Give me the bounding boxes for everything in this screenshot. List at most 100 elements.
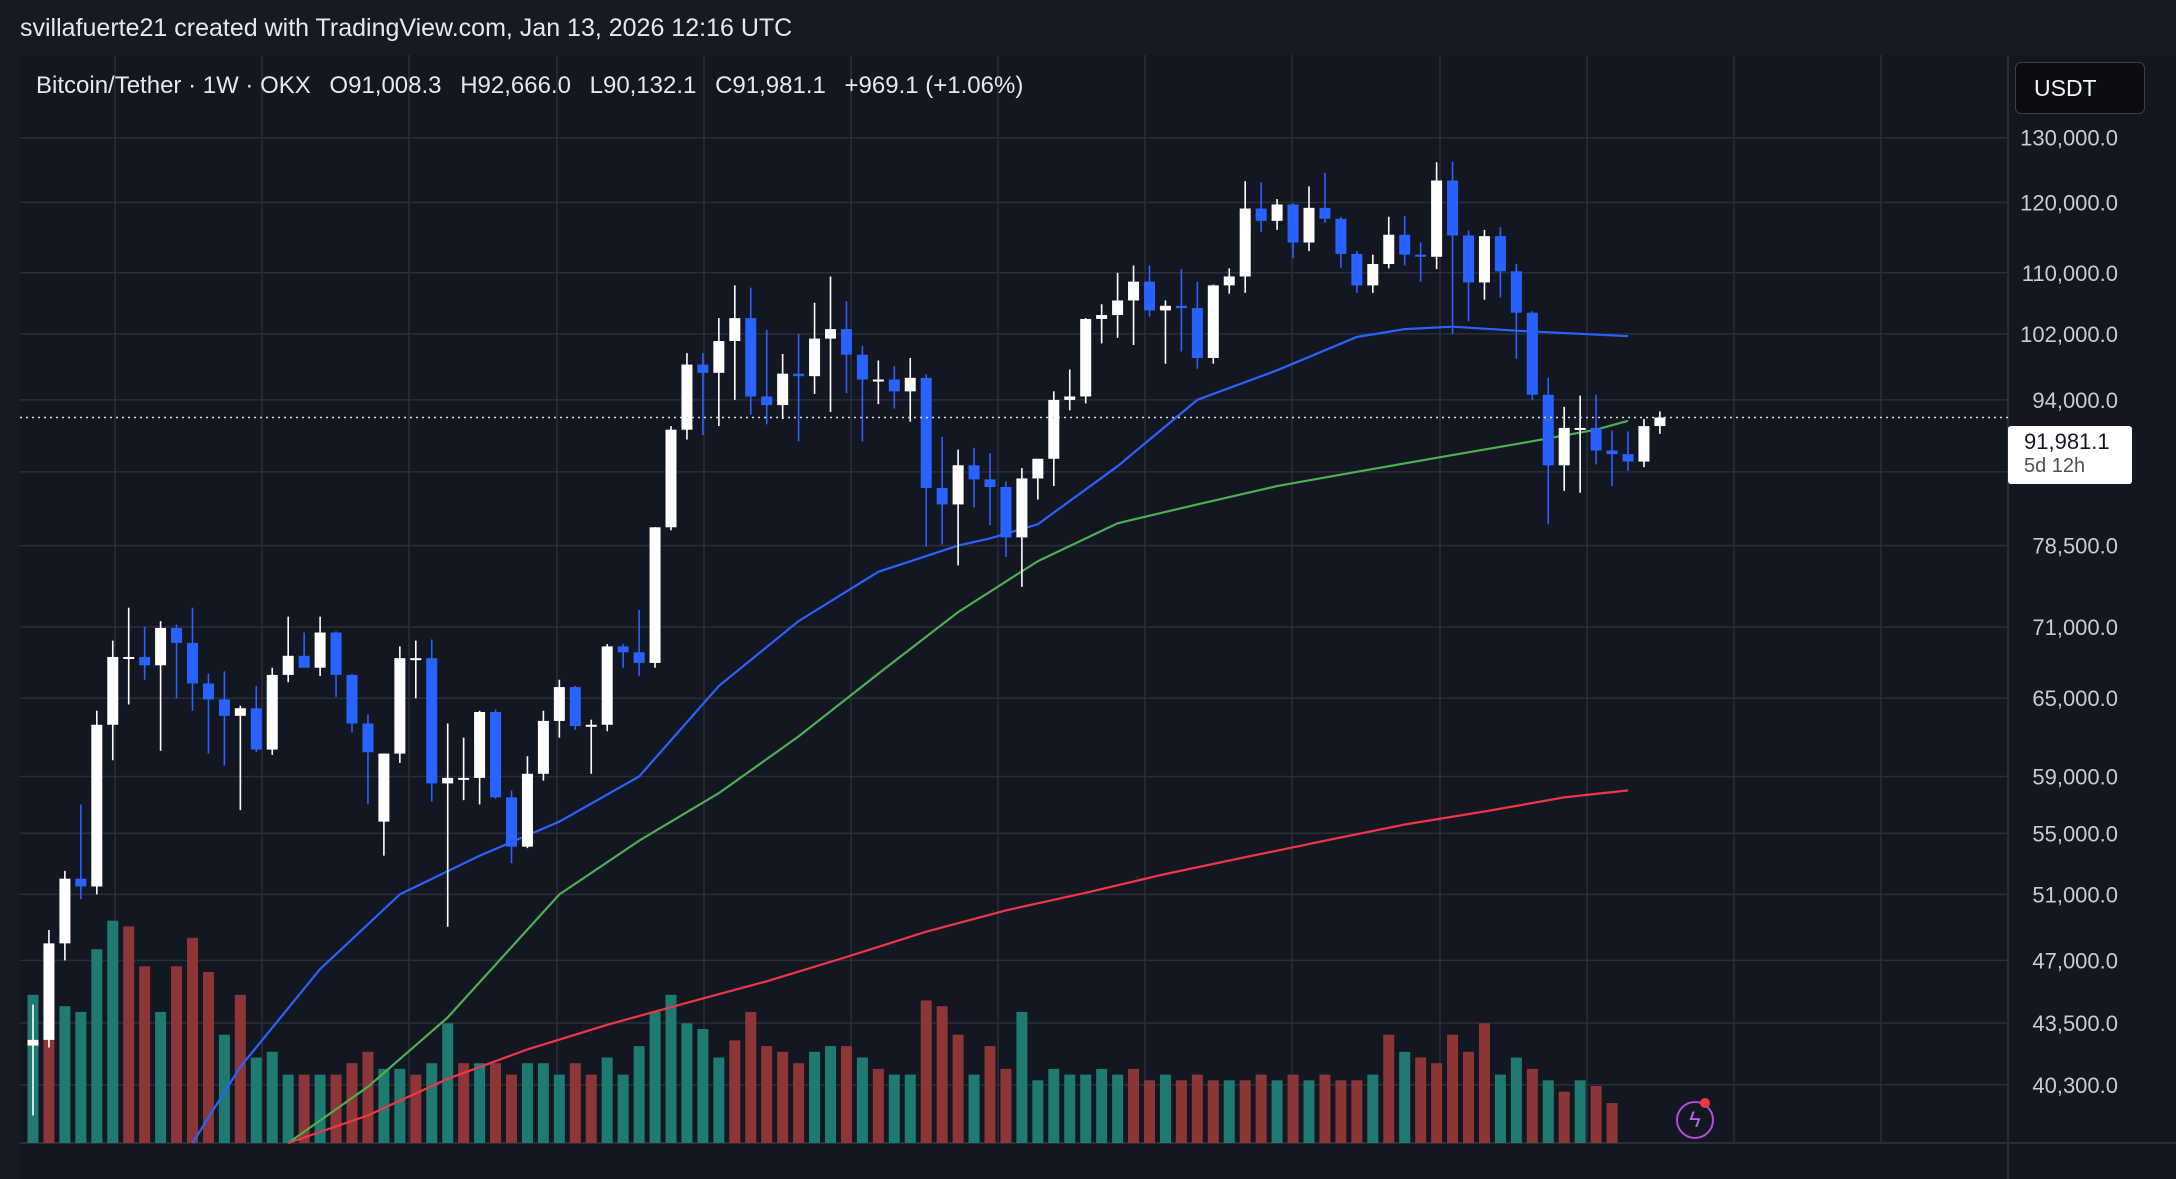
candle	[1096, 304, 1108, 344]
candle-body	[1558, 427, 1570, 466]
candle	[1191, 281, 1203, 369]
symbol-legend: Bitcoin/Tether · 1W · OKX O91,008.3 H92,…	[36, 72, 1035, 100]
last-price-label: 91,981.1 5d 12h	[2008, 426, 2132, 484]
candle-body	[809, 338, 821, 377]
grid-lines	[20, 55, 2176, 1179]
candle	[1447, 161, 1459, 334]
price-chart[interactable]: 130,000.0 120,000.0 110,000.0 102,000.0 94,0…	[20, 55, 2176, 1179]
volume-bar	[793, 1063, 805, 1143]
candle	[442, 723, 454, 927]
volume-bar	[1463, 1051, 1474, 1143]
volume-bar	[840, 1046, 852, 1143]
volume-bar	[777, 1051, 789, 1143]
volume-bar	[1255, 1074, 1267, 1143]
candle-body	[729, 318, 741, 342]
candle-body	[697, 364, 709, 373]
volume-bar	[59, 1006, 71, 1143]
candle-body	[904, 377, 916, 392]
candle	[1638, 419, 1650, 468]
volume-bar	[1494, 1074, 1506, 1143]
candle-body	[298, 655, 310, 668]
candle	[537, 710, 549, 781]
candle-body	[713, 341, 725, 373]
candle-body	[856, 354, 868, 380]
candle-body	[1654, 417, 1666, 427]
candle-body	[1447, 180, 1459, 236]
candle-body	[777, 373, 789, 406]
volume-bar	[601, 1057, 613, 1143]
volume-bar	[1064, 1074, 1076, 1143]
candle	[1223, 268, 1235, 294]
chart-pane[interactable]: 130,000.0 120,000.0 110,000.0 102,000.0 94,0…	[20, 55, 2176, 1179]
candle	[1064, 369, 1076, 411]
price-tick-label: 102,000.0	[2020, 322, 2118, 347]
volume-bar	[410, 1074, 422, 1143]
candle-body	[314, 632, 326, 668]
candle	[856, 345, 868, 442]
candle	[43, 930, 55, 1048]
candle-body	[649, 527, 661, 663]
candle-body	[1526, 312, 1538, 395]
candle	[1351, 251, 1363, 293]
price-tick-label: 55,000.0	[2032, 821, 2118, 846]
candle	[1654, 411, 1666, 434]
volume-bar	[298, 1074, 310, 1143]
ohlc-close: C91,981.1	[715, 72, 826, 99]
price-change: +969.1 (+1.06%)	[844, 72, 1024, 99]
candle	[155, 621, 167, 751]
flash-icon[interactable]: ϟ	[1676, 1101, 1714, 1139]
volume-bar	[43, 1034, 55, 1143]
candle-body	[585, 724, 597, 727]
price-tick-label: 65,000.0	[2032, 686, 2118, 711]
candle-body	[968, 465, 980, 480]
currency-button[interactable]: USDT	[2015, 62, 2145, 114]
candle-body	[665, 429, 677, 528]
volume-bar	[1159, 1074, 1171, 1143]
volume-bar	[1574, 1080, 1586, 1143]
price-tick-label: 130,000.0	[2020, 126, 2118, 151]
candle	[171, 624, 183, 699]
volume-bar	[1112, 1074, 1124, 1143]
candle-body	[1000, 487, 1012, 538]
volume-bar	[809, 1051, 821, 1143]
volume-bar	[665, 994, 677, 1143]
volume-bar	[1080, 1074, 1092, 1143]
candle-body	[617, 646, 629, 653]
candle-body	[952, 465, 964, 505]
price-tick-label: 40,300.0	[2032, 1073, 2118, 1098]
price-axis[interactable]: 130,000.0 120,000.0 110,000.0 102,000.0 94,0…	[2020, 126, 2118, 1098]
candle	[1463, 230, 1474, 322]
volume-bar	[282, 1074, 294, 1143]
candle	[601, 644, 613, 732]
volume-bar	[1590, 1086, 1602, 1143]
volume-bar	[1447, 1034, 1459, 1143]
candle-body	[234, 708, 246, 716]
candle-body	[1080, 318, 1092, 397]
volume-bar	[75, 1011, 87, 1143]
volume-bar	[633, 1046, 645, 1143]
volume-bar	[1016, 1011, 1028, 1143]
candle	[1080, 318, 1092, 404]
volume-bar	[585, 1074, 597, 1143]
candle-body	[1638, 426, 1650, 462]
candle-body	[601, 646, 613, 725]
candle-body	[1606, 450, 1618, 455]
volume-bar	[1510, 1057, 1522, 1143]
candle-body	[793, 373, 805, 377]
candle	[569, 685, 581, 730]
candle-body	[282, 655, 294, 675]
candle-body	[984, 479, 996, 488]
volume-bar	[1048, 1068, 1060, 1143]
volume-bar	[171, 966, 183, 1143]
volume-bar	[442, 1023, 454, 1143]
volume-bar	[825, 1046, 836, 1143]
candle-body	[521, 773, 533, 847]
volume-bar	[697, 1029, 709, 1143]
volume-bar	[1367, 1074, 1379, 1143]
volume-bar	[888, 1074, 900, 1143]
candle	[1526, 311, 1538, 400]
candle-body	[378, 753, 390, 822]
candle-body	[1159, 305, 1171, 311]
volume-bar	[1558, 1091, 1570, 1143]
candle	[123, 607, 135, 705]
